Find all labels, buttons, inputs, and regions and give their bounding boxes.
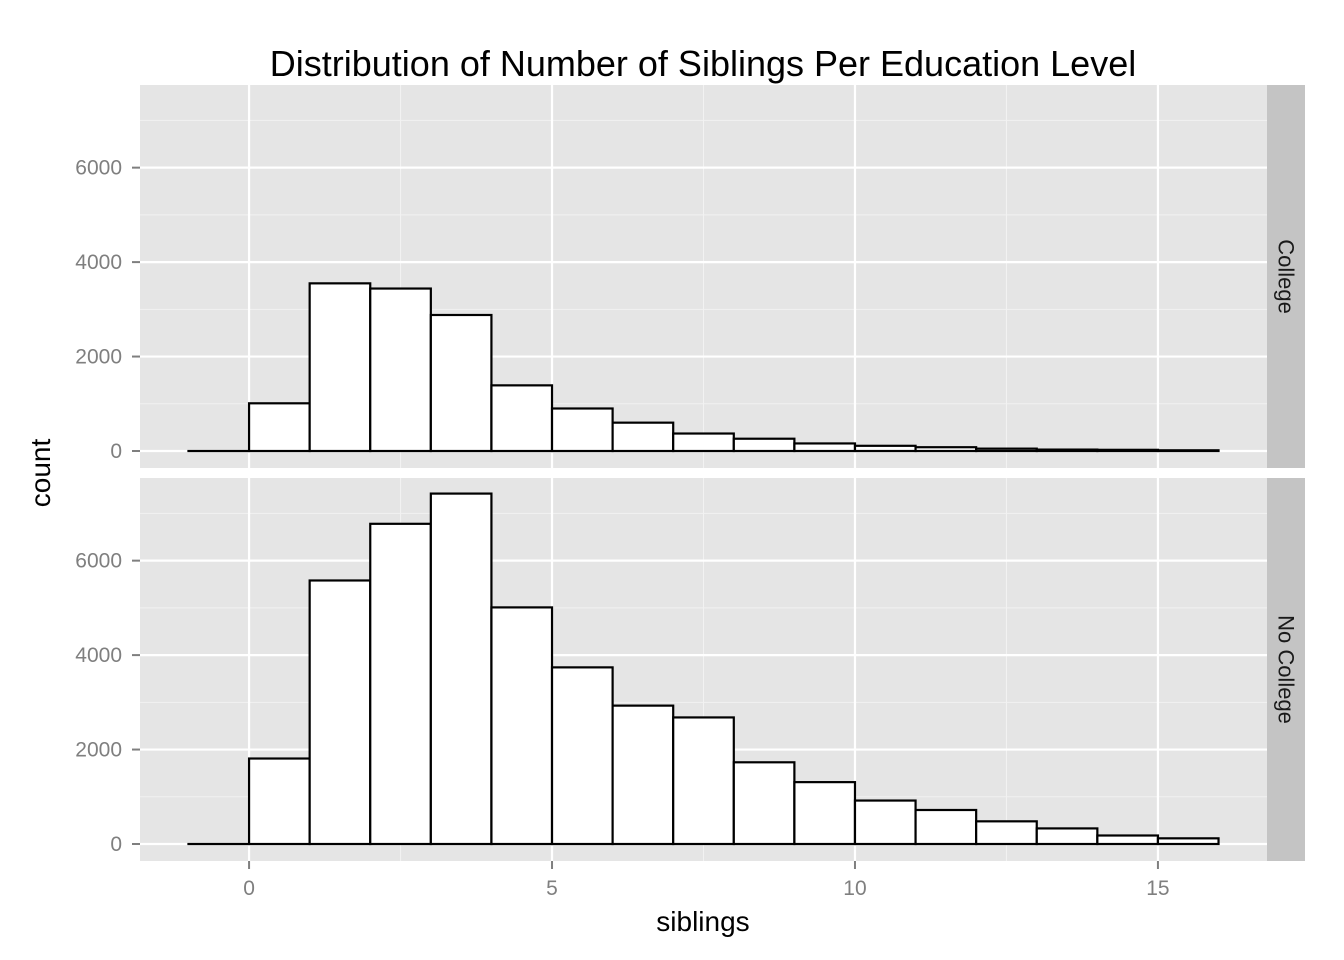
y-tick-label: 0 bbox=[110, 440, 122, 463]
y-tick-label: 2000 bbox=[75, 739, 122, 762]
facet-panel: 0 2000 4000 6000 No College bbox=[75, 478, 1305, 861]
histogram-bar bbox=[672, 716, 735, 846]
histogram-bar bbox=[550, 407, 614, 453]
y-axis-title: count bbox=[25, 439, 56, 508]
histogram-bar bbox=[369, 287, 432, 453]
facet-strip-label: No College bbox=[1274, 615, 1299, 724]
y-tick-label: 0 bbox=[110, 833, 122, 856]
histogram-bar bbox=[611, 704, 675, 846]
histogram-bar bbox=[429, 313, 493, 453]
chart-title: Distribution of Number of Siblings Per E… bbox=[270, 43, 1136, 84]
y-tick-label: 4000 bbox=[75, 644, 122, 667]
histogram-bar bbox=[853, 444, 917, 453]
y-tick-label: 6000 bbox=[75, 157, 122, 180]
histogram-bar bbox=[611, 421, 675, 453]
histogram-bar bbox=[1035, 448, 1099, 453]
histogram-bar bbox=[247, 402, 311, 453]
histogram-bar bbox=[793, 781, 857, 846]
y-tick-label: 2000 bbox=[75, 346, 122, 369]
histogram-bar bbox=[550, 666, 614, 846]
histogram-bar bbox=[914, 446, 978, 453]
histogram-bar bbox=[429, 492, 493, 846]
histogram-bar bbox=[1035, 827, 1099, 846]
histogram-bar bbox=[490, 384, 554, 453]
histogram-bar bbox=[793, 442, 857, 453]
histogram-bar bbox=[732, 761, 796, 846]
facet-strip bbox=[1267, 478, 1305, 861]
histogram-bar bbox=[1156, 449, 1220, 453]
x-tick-label: 5 bbox=[546, 877, 558, 900]
histogram-bar bbox=[975, 820, 1038, 846]
histogram-bar bbox=[308, 579, 372, 846]
y-tick-label: 4000 bbox=[75, 251, 122, 274]
histogram-bar bbox=[247, 757, 311, 846]
histogram-bar bbox=[914, 808, 978, 846]
facet-panels: 0 2000 4000 6000 College 0 2000 4000 6000 No Coll… bbox=[75, 85, 1305, 861]
x-tick-label: 10 bbox=[843, 877, 866, 900]
facet-panel: 0 2000 4000 6000 College bbox=[75, 85, 1305, 468]
histogram-bar bbox=[369, 522, 432, 846]
histogram-bar bbox=[672, 432, 735, 453]
y-tick-label: 6000 bbox=[75, 550, 122, 573]
histogram-bar bbox=[490, 606, 554, 846]
histogram-bar bbox=[308, 282, 372, 453]
histogram-bar bbox=[1096, 834, 1160, 846]
histogram-bar bbox=[732, 437, 796, 453]
x-axis: 0 5 10 15 bbox=[243, 861, 1170, 900]
x-tick-label: 15 bbox=[1146, 877, 1169, 900]
facet-strip-label: College bbox=[1274, 239, 1299, 314]
histogram-bar bbox=[853, 799, 917, 846]
histogram-bar bbox=[1156, 837, 1220, 846]
histogram-bar bbox=[975, 447, 1038, 453]
histogram-bar bbox=[1096, 448, 1160, 453]
x-tick-label: 0 bbox=[243, 877, 255, 900]
facet-strip bbox=[1267, 85, 1305, 468]
x-axis-title: siblings bbox=[656, 906, 749, 937]
